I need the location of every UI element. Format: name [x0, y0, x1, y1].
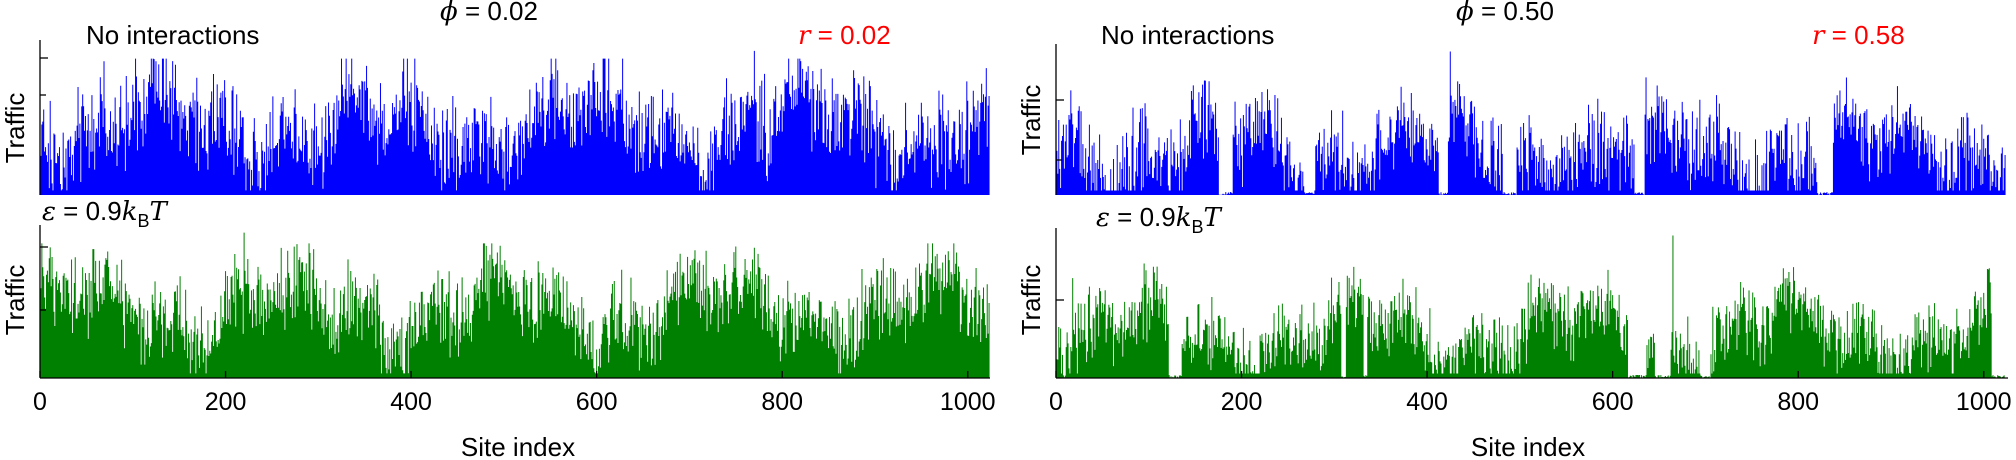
r-label-right: r = 0.58 — [1812, 20, 1905, 51]
panel-top-right: No interactions r = 0.58 Traffic — [1016, 20, 2006, 195]
traffic-bars — [39, 232, 990, 378]
left-phi-label: ϕ = 0.02 — [440, 0, 538, 27]
no-interactions-label: No interactions — [86, 20, 259, 50]
left-column: ϕ = 0.02 No interactions r = 0.02 Traffi… — [0, 0, 996, 460]
panel-top-left: No interactions r = 0.02 Traffic — [0, 20, 990, 195]
x-tick-label: 600 — [576, 388, 618, 416]
panel-bottom-right: Traffic 0 200 400 600 800 1000 Site index — [1016, 228, 2012, 460]
panel-bottom-left: Traffic 0 200 400 600 800 1000 Site index — [0, 225, 996, 460]
epsilon-value: = 0.9 — [1110, 202, 1176, 232]
traffic-bars — [39, 50, 990, 195]
phi-value: = 0.02 — [458, 0, 538, 26]
x-ticks-left: 0 200 400 600 800 1000 — [33, 371, 996, 416]
x-tick-label: 800 — [761, 388, 803, 416]
x-tick-label: 400 — [1406, 388, 1448, 416]
y-axis-label: Traffic — [0, 265, 30, 336]
x-tick-label: 200 — [1221, 388, 1263, 416]
phi-symbol: ϕ — [1456, 0, 1474, 27]
r-symbol: r — [798, 21, 812, 51]
bars-bottom-left — [39, 232, 990, 378]
epsilon-symbol: ε — [42, 197, 56, 227]
r-label-left: r = 0.02 — [798, 20, 891, 51]
k-subscript: B — [1192, 217, 1204, 237]
t-symbol: T — [150, 197, 169, 227]
y-axis-label: Traffic — [1016, 265, 1046, 336]
r-value: = 0.02 — [810, 20, 890, 50]
bars-top-left — [39, 50, 990, 195]
phi-symbol: ϕ — [440, 0, 458, 27]
x-tick-label: 1000 — [1956, 388, 2012, 416]
x-tick-label: 400 — [390, 388, 432, 416]
x-tick-label: 0 — [1049, 388, 1063, 416]
y-axis-label: Traffic — [0, 93, 30, 164]
interaction-label-left: ε = 0.9kBT — [42, 196, 169, 231]
x-axis-label: Site index — [461, 432, 575, 460]
bars-top-right — [1055, 51, 2006, 195]
x-tick-label: 0 — [33, 388, 47, 416]
r-symbol: r — [1812, 21, 1826, 51]
right-phi-label: ϕ = 0.50 — [1456, 0, 1554, 27]
k-symbol: k — [1176, 203, 1192, 233]
right-column: ϕ = 0.50 No interactions r = 0.58 Traffi… — [1016, 0, 2012, 460]
t-symbol: T — [1204, 203, 1223, 233]
x-tick-label: 600 — [1592, 388, 1634, 416]
bars-bottom-right — [1055, 235, 2006, 378]
k-symbol: k — [122, 197, 138, 227]
traffic-bars — [1055, 235, 2006, 378]
x-tick-label: 800 — [1777, 388, 1819, 416]
x-tick-label: 1000 — [940, 388, 996, 416]
x-ticks-right: 0 200 400 600 800 1000 — [1049, 371, 2012, 416]
epsilon-symbol: ε — [1096, 203, 1110, 233]
k-subscript: B — [138, 211, 150, 231]
traffic-bars — [1055, 51, 2006, 195]
x-tick-label: 200 — [205, 388, 247, 416]
y-axis-label: Traffic — [1016, 85, 1046, 156]
r-value: = 0.58 — [1824, 20, 1904, 50]
x-axis-label: Site index — [1471, 432, 1585, 460]
phi-value: = 0.50 — [1474, 0, 1554, 26]
epsilon-value: = 0.9 — [56, 196, 122, 226]
no-interactions-label: No interactions — [1101, 20, 1274, 50]
interaction-label-right: ε = 0.9kBT — [1096, 202, 1223, 237]
